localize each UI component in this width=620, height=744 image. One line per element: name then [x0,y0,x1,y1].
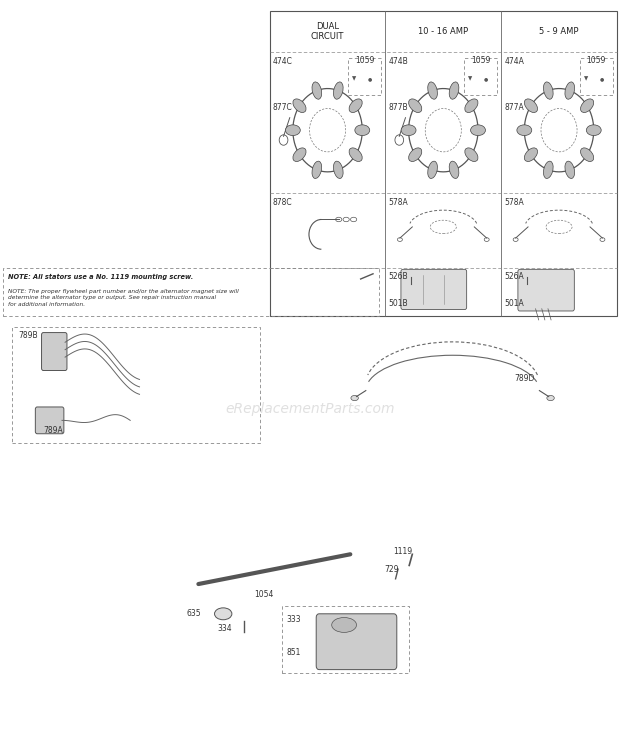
Text: 474B: 474B [389,57,409,65]
Text: DUAL
CIRCUIT: DUAL CIRCUIT [311,22,344,42]
Text: 877B: 877B [389,103,408,112]
Ellipse shape [312,161,322,179]
Ellipse shape [544,82,553,99]
Text: 1059: 1059 [471,56,490,65]
Ellipse shape [525,99,538,112]
Ellipse shape [312,82,322,99]
Text: eReplacementParts.com: eReplacementParts.com [225,403,395,416]
Text: 333: 333 [286,615,301,624]
FancyBboxPatch shape [316,614,397,670]
Text: 474A: 474A [504,57,524,65]
Ellipse shape [351,396,358,400]
Ellipse shape [450,82,459,99]
Ellipse shape [401,125,416,135]
Ellipse shape [349,99,362,112]
FancyBboxPatch shape [518,269,574,311]
Text: 635: 635 [187,609,202,618]
Text: 1054: 1054 [254,590,273,599]
Ellipse shape [409,148,422,161]
Text: 501B: 501B [389,299,408,308]
Text: 789D: 789D [515,374,535,383]
Text: NOTE: The proper flywheel part number and/or the alternator magnet size will
det: NOTE: The proper flywheel part number an… [8,289,239,307]
Text: ●: ● [368,76,372,81]
Bar [270,11,617,316]
Text: ●: ● [484,76,488,81]
Ellipse shape [580,99,594,112]
Text: 789A: 789A [43,426,63,435]
Text: ▼: ▼ [584,76,588,81]
Text: 578A: 578A [504,198,524,207]
Text: ●: ● [600,76,603,81]
Text: ▼: ▼ [468,76,472,81]
Ellipse shape [471,125,485,135]
Ellipse shape [465,99,478,112]
FancyBboxPatch shape [35,407,64,434]
Text: 729: 729 [384,565,399,574]
Text: ▼: ▼ [352,76,356,81]
Text: 526B: 526B [389,272,408,281]
Ellipse shape [544,161,553,179]
Text: 474C: 474C [273,57,293,65]
Text: 526A: 526A [504,272,524,281]
Ellipse shape [450,161,459,179]
Text: 5 - 9 AMP: 5 - 9 AMP [539,27,579,36]
Bar [3,268,379,316]
Ellipse shape [565,82,575,99]
Ellipse shape [428,161,437,179]
Ellipse shape [332,618,356,632]
Ellipse shape [355,125,370,135]
Ellipse shape [334,82,343,99]
Text: 10 - 16 AMP: 10 - 16 AMP [418,27,468,36]
Text: 1059: 1059 [587,56,606,65]
Text: NOTE: All stators use a No. 1119 mounting screw.: NOTE: All stators use a No. 1119 mountin… [8,274,193,280]
Ellipse shape [587,125,601,135]
Ellipse shape [293,148,306,161]
Text: 877C: 877C [273,103,293,112]
Bar [348,58,381,95]
FancyBboxPatch shape [42,333,67,371]
Text: 578A: 578A [389,198,409,207]
Ellipse shape [517,125,532,135]
Text: 789B: 789B [19,331,38,340]
Bar [12,327,260,443]
Ellipse shape [285,125,300,135]
Text: 851: 851 [286,648,301,657]
Ellipse shape [334,161,343,179]
Text: 501A: 501A [504,299,524,308]
Ellipse shape [465,148,478,161]
FancyBboxPatch shape [401,269,467,310]
Ellipse shape [525,148,538,161]
Bar [464,58,497,95]
Ellipse shape [565,161,575,179]
Ellipse shape [293,99,306,112]
Text: 1059: 1059 [355,56,374,65]
Text: 878C: 878C [273,198,293,207]
Ellipse shape [349,148,362,161]
Ellipse shape [409,99,422,112]
Ellipse shape [547,396,554,400]
Bar [580,58,613,95]
Ellipse shape [215,608,232,620]
Ellipse shape [580,148,594,161]
Ellipse shape [428,82,437,99]
Bar [282,606,409,673]
Text: 877A: 877A [504,103,524,112]
Text: 334: 334 [218,624,232,633]
Text: 1119: 1119 [394,547,413,556]
